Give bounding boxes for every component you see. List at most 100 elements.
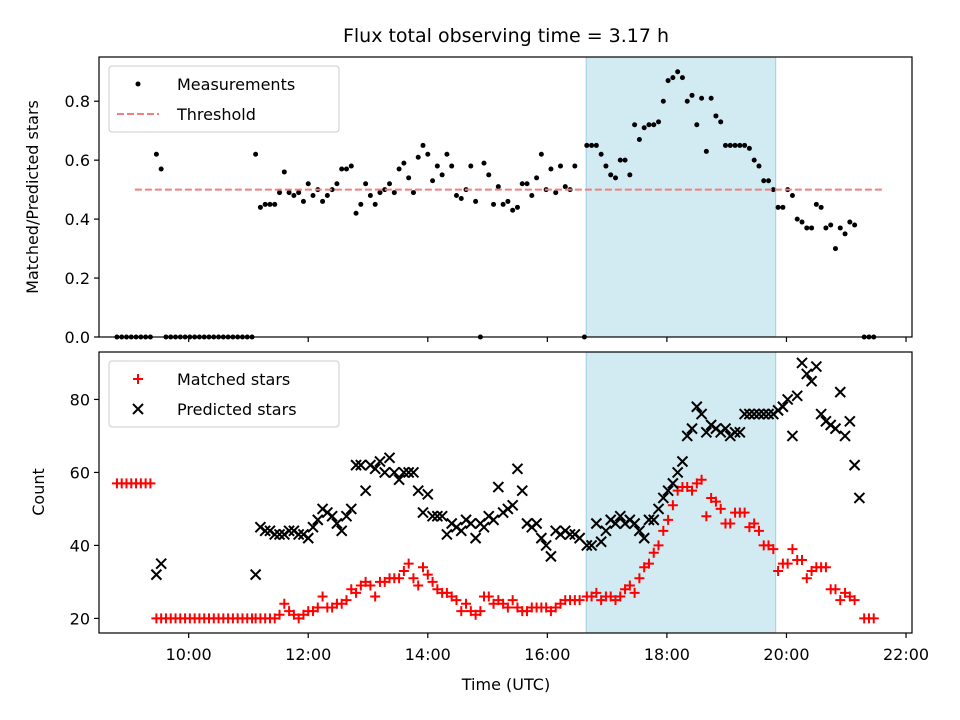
data-point <box>267 201 273 207</box>
data-point <box>641 125 647 131</box>
data-point <box>789 193 795 199</box>
data-point <box>353 210 359 216</box>
data-point <box>660 98 666 104</box>
data-point <box>483 591 494 602</box>
data-point <box>734 426 746 438</box>
data-point <box>377 190 383 196</box>
data-point <box>799 219 805 225</box>
data-point <box>341 595 352 606</box>
data-point <box>379 466 391 479</box>
data-point <box>369 463 381 475</box>
data-point <box>852 222 858 228</box>
data-point <box>430 178 436 184</box>
data-point <box>451 595 462 606</box>
data-point <box>782 558 793 569</box>
data-point <box>296 190 302 196</box>
data-point <box>738 408 751 420</box>
data-point <box>291 193 297 199</box>
data-point <box>590 517 603 530</box>
data-point <box>770 187 776 193</box>
data-point <box>401 160 407 166</box>
data-point <box>794 216 800 222</box>
x-tick-label: 12:00 <box>285 645 331 664</box>
data-point <box>834 386 846 398</box>
data-point <box>665 78 671 84</box>
data-point <box>595 536 607 548</box>
data-point <box>801 368 813 380</box>
data-point <box>572 163 578 169</box>
data-point <box>652 503 665 515</box>
data-point <box>506 499 519 511</box>
x-tick-label: 18:00 <box>644 645 690 664</box>
data-point <box>632 122 638 128</box>
data-point <box>746 145 752 151</box>
data-point <box>413 580 424 591</box>
data-point <box>495 184 501 190</box>
data-point <box>453 193 459 199</box>
data-point <box>837 225 843 231</box>
data-point <box>388 466 401 479</box>
data-point <box>718 119 724 125</box>
data-point <box>257 204 263 210</box>
data-point <box>801 573 812 584</box>
data-point <box>758 408 770 420</box>
data-point <box>253 151 259 157</box>
legend-marker <box>135 81 141 87</box>
data-point <box>150 568 163 581</box>
y-tick-label: 0.8 <box>65 92 90 111</box>
data-point <box>407 466 420 479</box>
series-matched-stars <box>111 474 879 624</box>
data-point <box>545 550 557 563</box>
top-y-axis-label: Matched/Predicted stars <box>23 100 42 294</box>
data-point <box>441 528 453 541</box>
data-point <box>658 525 669 536</box>
data-point <box>791 390 803 402</box>
data-point <box>829 422 842 435</box>
data-point <box>828 222 834 228</box>
legend-marker <box>132 403 144 415</box>
data-point <box>689 92 695 98</box>
data-point <box>781 393 794 406</box>
data-point <box>370 591 381 602</box>
data-point <box>529 193 535 199</box>
series-measurements <box>114 69 877 340</box>
data-point <box>853 492 866 504</box>
data-point <box>456 606 467 617</box>
data-point <box>667 477 679 490</box>
data-point <box>832 246 838 252</box>
data-point <box>648 514 660 526</box>
data-point <box>557 163 563 169</box>
y-tick-label: 40 <box>70 536 90 555</box>
data-point <box>844 415 856 428</box>
data-point <box>439 172 445 178</box>
data-point <box>699 95 705 101</box>
data-point <box>713 113 719 119</box>
data-point <box>648 547 659 558</box>
data-point <box>708 95 714 101</box>
data-point <box>406 175 412 181</box>
data-point <box>830 584 841 595</box>
data-point <box>363 181 369 187</box>
data-point <box>398 565 409 576</box>
y-tick-label: 0.0 <box>65 328 90 347</box>
data-point <box>684 98 690 104</box>
legend-box <box>108 360 340 428</box>
data-point <box>422 569 433 580</box>
data-point <box>667 500 678 511</box>
data-point <box>608 172 614 178</box>
data-point <box>511 463 524 475</box>
data-point <box>739 507 750 518</box>
data-point <box>331 517 343 530</box>
data-point <box>548 166 554 172</box>
data-point <box>847 219 853 225</box>
data-point <box>743 408 756 420</box>
bottom-plot: 20 40 60 80 10:00 12:00 14:00 16:00 18:00 20:00 22… <box>70 351 929 664</box>
data-point <box>676 455 689 468</box>
data-point <box>312 602 323 613</box>
bottom-y-axis-label: Count <box>29 468 48 516</box>
data-point <box>534 175 540 181</box>
data-point <box>410 190 416 196</box>
data-point <box>420 142 426 148</box>
data-point <box>359 484 372 497</box>
data-point <box>530 517 543 530</box>
